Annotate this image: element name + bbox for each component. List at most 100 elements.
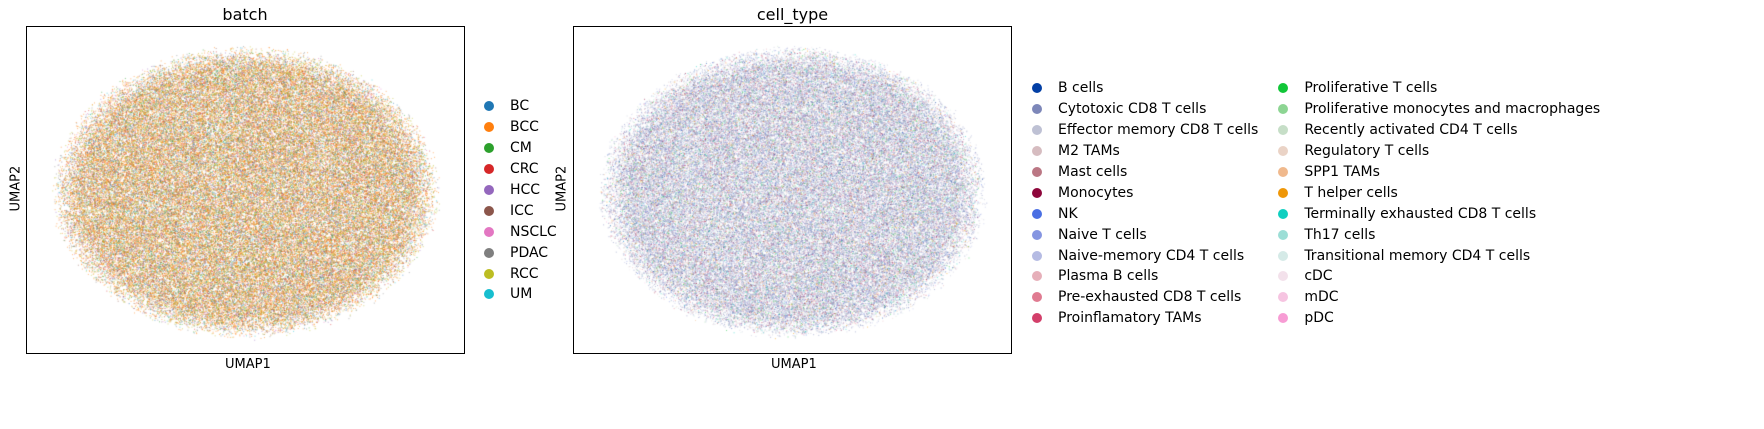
legend-label: RCC — [510, 265, 539, 282]
legend-item: Proliferative T cells — [1272, 78, 1600, 99]
legend-marker-icon — [1278, 208, 1289, 219]
legend-label: Mast cells — [1058, 164, 1128, 180]
legend-label: Monocytes — [1058, 184, 1134, 201]
legend-item: BCC — [478, 117, 557, 138]
legend-item: Effector memory CD8 T cells — [1026, 120, 1258, 141]
legend-item: Transitional memory CD4 T cells — [1272, 245, 1600, 266]
legend-item: NSCLC — [478, 221, 557, 242]
legend-label: Recently activated CD4 T cells — [1304, 122, 1518, 139]
batch-y-axis-label: UMAP2 — [8, 165, 24, 212]
legend-marker-icon — [1278, 292, 1289, 303]
legend-marker-icon — [484, 101, 494, 112]
legend-marker-icon — [1032, 83, 1042, 94]
legend-label: B cells — [1058, 80, 1104, 97]
legend-label: Proliferative monocytes and macrophages — [1304, 101, 1601, 118]
legend-label: pDC — [1304, 310, 1334, 327]
legend-label: PDAC — [510, 244, 549, 261]
legend-marker-icon — [484, 205, 494, 216]
legend-item: Monocytes — [1026, 182, 1258, 203]
legend-item: mDC — [1272, 287, 1600, 308]
legend-marker-icon — [1032, 125, 1042, 136]
legend-item: HCC — [478, 180, 557, 201]
legend-item: T helper cells — [1272, 182, 1600, 203]
legend-item: Regulatory T cells — [1272, 141, 1600, 162]
batch-plot-title: batch — [222, 5, 268, 24]
legend-marker-icon — [1278, 229, 1289, 240]
legend-marker-icon — [1032, 313, 1042, 324]
legend-marker-icon — [1278, 271, 1289, 282]
cell-type-plot-title: cell_type — [756, 5, 829, 24]
legend-marker-icon — [484, 226, 494, 237]
legend-label: NK — [1058, 205, 1078, 222]
legend-marker-icon — [1278, 125, 1289, 136]
legend-label: M2 TAMs — [1058, 143, 1120, 160]
legend-label: Plasma B cells — [1058, 268, 1159, 285]
legend-item: Naive-memory CD4 T cells — [1026, 245, 1258, 266]
legend-item: Proinflamatory TAMs — [1026, 308, 1258, 329]
legend-item: NK — [1026, 203, 1258, 224]
legend-item: M2 TAMs — [1026, 141, 1258, 162]
legend-marker-icon — [1032, 167, 1042, 177]
legend-label: Terminally exhausted CD8 T cells — [1304, 205, 1537, 222]
legend-label: cDC — [1304, 268, 1333, 285]
legend-label: SPP1 TAMs — [1304, 164, 1380, 180]
legend-label: T helper cells — [1304, 184, 1398, 201]
legend-label: Cytotoxic CD8 T cells — [1058, 101, 1207, 118]
legend-column: Proliferative T cells Proliferative monoc… — [1272, 78, 1600, 329]
legend-item: Terminally exhausted CD8 T cells — [1272, 203, 1600, 224]
legend-marker-icon — [1032, 146, 1042, 157]
legend-item: Pre-exhausted CD8 T cells — [1026, 287, 1258, 308]
legend-label: Transitional memory CD4 T cells — [1304, 247, 1531, 264]
legend-item: Plasma B cells — [1026, 266, 1258, 287]
batch-x-axis-label: UMAP1 — [225, 357, 271, 372]
legend-label: Naive-memory CD4 T cells — [1058, 247, 1245, 264]
legend-item: B cells — [1026, 78, 1258, 99]
cell-type-legend: B cells Cytotoxic CD8 T cells Effector mem… — [1026, 78, 1600, 329]
legend-label: BCC — [510, 119, 539, 136]
legend-item: SPP1 TAMs — [1272, 162, 1600, 183]
legend-label: CM — [510, 140, 532, 157]
legend-label: BC — [510, 98, 530, 115]
legend-marker-icon — [1278, 313, 1289, 324]
legend-marker-icon — [484, 185, 494, 195]
legend-label: Regulatory T cells — [1304, 143, 1430, 160]
legend-label: Effector memory CD8 T cells — [1058, 122, 1259, 139]
cell-type-scatter-points — [574, 27, 1011, 353]
legend-label: Proliferative T cells — [1304, 80, 1438, 97]
legend-marker-icon — [1032, 292, 1042, 303]
legend-marker-icon — [1278, 250, 1289, 261]
legend-item: CRC — [478, 159, 557, 180]
legend-marker-icon — [484, 289, 494, 300]
legend-marker-icon — [1032, 271, 1042, 282]
legend-label: Naive T cells — [1058, 226, 1147, 243]
legend-item: UM — [478, 284, 557, 305]
legend-label: Th17 cells — [1304, 226, 1376, 243]
legend-item: Recently activated CD4 T cells — [1272, 120, 1600, 141]
legend-label: NSCLC — [510, 223, 557, 240]
cell-type-x-axis-label: UMAP1 — [771, 357, 817, 372]
legend-marker-icon — [1278, 146, 1289, 157]
legend-item: Cytotoxic CD8 T cells — [1026, 99, 1258, 120]
cell-type-y-axis-label: UMAP2 — [554, 165, 570, 212]
legend-marker-icon — [484, 247, 494, 258]
legend-item: ICC — [478, 200, 557, 221]
legend-label: CRC — [510, 161, 539, 178]
legend-item: BC — [478, 96, 557, 117]
legend-label: Proinflamatory TAMs — [1058, 310, 1202, 327]
legend-marker-icon — [1032, 187, 1042, 198]
legend-marker-icon — [1278, 187, 1289, 198]
legend-item: RCC — [478, 263, 557, 284]
legend-marker-icon — [484, 268, 494, 279]
legend-label: mDC — [1304, 289, 1339, 306]
legend-marker-icon — [1278, 167, 1289, 177]
legend-marker-icon — [1278, 83, 1289, 94]
legend-marker-icon — [484, 164, 494, 175]
legend-column: B cells Cytotoxic CD8 T cells Effector mem… — [1026, 78, 1258, 329]
legend-marker-icon — [484, 122, 494, 133]
legend-item: cDC — [1272, 266, 1600, 287]
batch-legend: BC BCC CM CRC HCC ICC NSCLC PDAC RCC UM — [478, 96, 557, 305]
legend-column: BC BCC CM CRC HCC ICC NSCLC PDAC RCC UM — [478, 96, 557, 305]
legend-marker-icon — [484, 143, 494, 154]
legend-label: UM — [510, 286, 533, 303]
batch-scatter-points — [27, 27, 464, 353]
